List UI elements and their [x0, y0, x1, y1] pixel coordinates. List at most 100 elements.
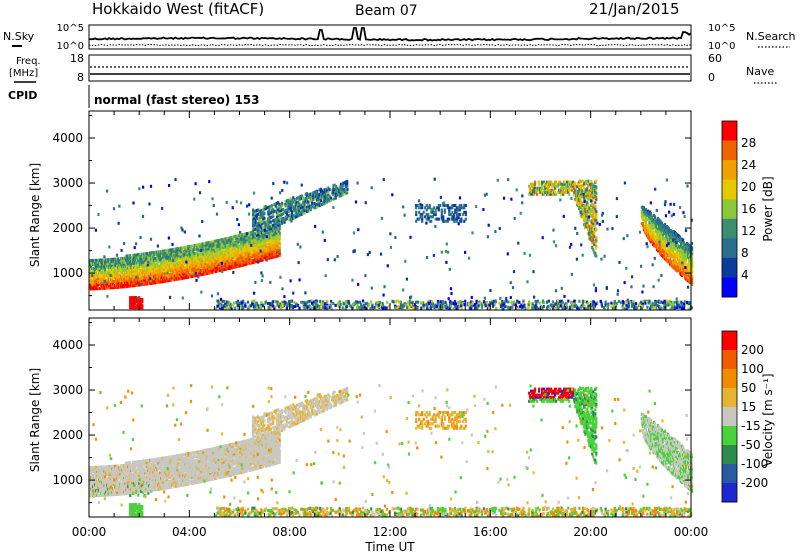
power-cell: [475, 306, 478, 310]
power-cell: [258, 216, 261, 220]
power-cell: [452, 307, 455, 311]
power-cell: [448, 213, 451, 217]
power-cell: [304, 208, 307, 212]
power-cell: [538, 180, 541, 184]
power-cell: [382, 303, 385, 307]
power-cell: [190, 273, 193, 276]
power-cell: [344, 180, 348, 184]
power-cell: [257, 224, 260, 228]
power-cell: [316, 189, 319, 193]
power-cell: [578, 307, 581, 311]
power-cell: [458, 206, 461, 210]
power-cell: [167, 261, 170, 264]
power-cell: [157, 270, 160, 274]
power-cell: [623, 307, 626, 311]
power-cell: [571, 188, 574, 192]
power-cell: [161, 270, 164, 274]
power-cell: [436, 217, 439, 221]
power-cell: [326, 303, 329, 307]
power-cell: [585, 214, 588, 218]
power-cell: [285, 199, 289, 203]
power-cell: [682, 302, 686, 306]
power-cell: [562, 192, 565, 196]
power-cell: [541, 299, 545, 303]
power-cell: [153, 261, 156, 265]
power-cell: [135, 306, 138, 310]
power-cell: [408, 302, 412, 306]
power-cell: [543, 188, 546, 192]
power-cell: [178, 251, 181, 254]
power-cell: [669, 307, 672, 311]
power-cell: [254, 209, 257, 213]
power-cell: [249, 237, 252, 241]
power-cell: [131, 256, 134, 259]
power-cell: [250, 239, 253, 243]
power-cell: [152, 273, 155, 277]
power-cell: [529, 186, 532, 190]
beam-label: Beam 07: [355, 3, 418, 19]
power-cell: [595, 216, 598, 220]
power-cell: [215, 307, 218, 311]
power-cell: [341, 193, 344, 197]
power-cell: [97, 285, 100, 289]
power-cell: [425, 208, 428, 212]
freq-label-1: Freq.: [16, 56, 41, 67]
power-cell: [304, 192, 307, 196]
power-cell: [433, 306, 436, 310]
power-cell: [272, 212, 275, 216]
power-cell: [663, 247, 667, 251]
power-cell: [564, 302, 567, 306]
power-cell: [240, 301, 243, 305]
power-cell: [333, 188, 336, 192]
power-cell: [236, 240, 239, 244]
power-cell: [434, 208, 437, 212]
power-cell: [273, 300, 276, 304]
power-cell: [141, 304, 144, 308]
power-cell: [149, 255, 152, 259]
power-cell: [187, 247, 190, 251]
power-cell: [313, 190, 316, 194]
power-cell: [217, 251, 220, 255]
power-cell: [252, 219, 255, 223]
power-cell: [676, 303, 679, 307]
power-cell: [134, 257, 137, 261]
power-cell: [431, 304, 434, 308]
power-cell: [422, 210, 425, 214]
power-cell: [117, 257, 120, 261]
power-cell: [332, 197, 335, 201]
power-cell: [204, 258, 207, 261]
power-cell: [186, 255, 189, 259]
power-cell: [278, 223, 281, 227]
power-cell: [265, 220, 268, 223]
power-cell: [534, 182, 537, 186]
power-cell: [209, 265, 212, 269]
power-cell: [258, 230, 261, 234]
power-cell: [262, 226, 265, 230]
power-cell: [233, 259, 236, 263]
power-cell: [280, 212, 284, 216]
power-cell: [443, 208, 446, 212]
power-cell: [278, 235, 281, 239]
power-cell: [581, 207, 584, 211]
power-cell: [179, 256, 182, 260]
power-cell: [307, 207, 310, 211]
power-cell: [91, 285, 94, 289]
power-cell: [542, 184, 545, 188]
power-cell: [595, 302, 598, 306]
power-cell: [461, 213, 464, 217]
power-cell: [163, 263, 166, 267]
power-cell: [568, 192, 571, 196]
power-cell: [615, 301, 618, 305]
power-cell: [182, 246, 185, 250]
power-cell: [176, 253, 179, 257]
power-cell: [327, 193, 330, 197]
power-cell: [247, 260, 250, 264]
power-cell: [269, 211, 272, 215]
power-cell: [580, 184, 583, 188]
power-cell: [425, 204, 428, 207]
power-cell: [233, 306, 236, 310]
power-cell: [103, 258, 106, 262]
power-cell: [230, 246, 233, 250]
power-cell: [333, 197, 336, 201]
power-cell: [326, 191, 329, 195]
